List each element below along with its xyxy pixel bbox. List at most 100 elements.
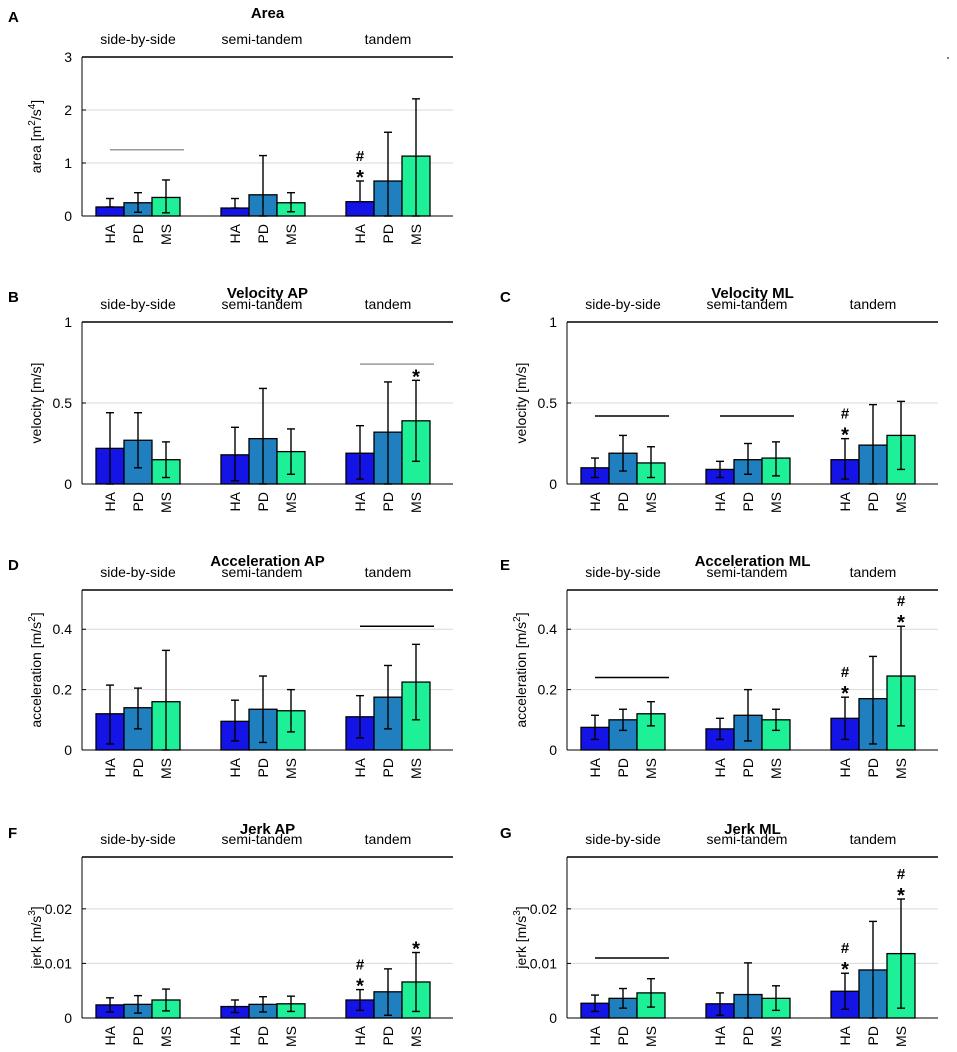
asterisk-marker: * [841,959,849,981]
asterisk-marker: * [897,612,905,634]
y-axis-label-part: acceleration [m/s [28,622,44,728]
category-label: HA [227,757,243,777]
category-label: PD [615,492,631,511]
category-label: HA [352,757,368,777]
y-axis-label-part: jerk [m/s [28,916,44,970]
group-label: semi-tandem [707,296,788,312]
y-tick-label: 0.4 [538,621,558,637]
category-label: PD [255,492,271,511]
panel-title: Acceleration ML [695,553,811,570]
category-label: HA [227,223,243,243]
group-label: semi-tandem [222,296,303,312]
asterisk-marker: * [356,167,364,189]
y-tick-label: 0 [64,208,72,224]
y-tick-label: 0.01 [530,955,557,971]
category-label: MS [408,224,424,245]
y-axis-label: area [m2/s4] [27,100,44,173]
category-label: HA [227,491,243,511]
category-label: HA [227,1025,243,1045]
category-label: MS [408,1026,424,1047]
y-tick-label: 0 [549,742,557,758]
category-label: HA [102,757,118,777]
y-axis-label-part: ] [513,906,529,910]
category-label: PD [130,492,146,511]
category-label: MS [158,224,174,245]
y-tick-label: 0 [64,1010,72,1026]
category-label: PD [740,492,756,511]
asterisk-marker: * [841,683,849,705]
panel-b: B Velocity AP side-by-side semi-tandem tande… [8,285,453,513]
category-label: PD [865,1026,881,1045]
y-axis-label-part: area [m [28,126,44,173]
y-axis-label: jerk [m/s3] [512,906,529,969]
group-label: tandem [850,831,897,847]
panel-letter: G [500,825,512,842]
y-axis-label: velocity [m/s] [513,363,529,444]
category-label: HA [837,757,853,777]
category-label: MS [893,492,909,513]
panel-d: D Acceleration AP side-by-side semi-tandem t… [8,553,453,779]
group-label: side-by-side [585,831,661,847]
category-label: HA [837,491,853,511]
category-label: PD [615,1026,631,1045]
category-label: HA [712,757,728,777]
category-label: HA [352,1025,368,1045]
y-tick-label: 0.2 [538,682,558,698]
asterisk-marker: * [356,976,364,998]
group-label: side-by-side [100,831,176,847]
y-axis-label: acceleration [m/s2] [27,612,44,727]
panel-letter: A [8,9,19,26]
y-tick-label: 0 [549,1010,557,1026]
hash-marker: # [841,940,850,957]
asterisk-marker: * [841,425,849,447]
y-tick-label: 0.5 [538,395,558,411]
bar-ha [345,201,375,217]
category-label: HA [102,223,118,243]
category-label: HA [352,491,368,511]
asterisk-marker: * [897,885,905,907]
y-tick-label: 0.02 [530,901,557,917]
y-axis-label-superscript: 2 [27,120,38,126]
category-label: PD [130,1026,146,1045]
group-label: semi-tandem [707,831,788,847]
panel-c: C Velocity ML side-by-side semi-tandem tande… [500,285,938,513]
y-tick-label: 0 [549,476,557,492]
y-axis-label-part: /s [28,109,44,120]
category-label: PD [255,1026,271,1045]
y-axis-label-superscript: 4 [27,103,38,109]
panel-title: Jerk ML [724,821,781,838]
hash-marker: # [897,593,906,610]
panel-title: Velocity ML [711,285,794,302]
category-label: HA [587,1025,603,1045]
category-label: MS [408,758,424,779]
category-label: MS [283,1026,299,1047]
group-label: tandem [365,31,412,47]
y-axis-label-superscript: 3 [27,910,38,916]
category-label: MS [158,758,174,779]
category-label: MS [408,492,424,513]
hash-marker: # [841,406,850,423]
bar-ha [95,206,125,217]
y-tick-label: 1 [549,314,557,330]
category-label: PD [740,1026,756,1045]
category-label: HA [102,491,118,511]
group-label: semi-tandem [222,831,303,847]
hash-marker: # [356,957,365,974]
category-label: HA [352,223,368,243]
category-label: PD [255,224,271,243]
category-label: PD [380,492,396,511]
panel-f: F Jerk AP side-by-side semi-tandem tandem 0 0.… [8,821,453,1047]
category-label: PD [380,224,396,243]
category-label: MS [893,758,909,779]
panel-letter: E [500,557,510,574]
y-tick-label: 0.01 [45,955,72,971]
y-axis-label-part: ] [28,906,44,910]
group-label: tandem [365,296,412,312]
category-label: MS [643,1026,659,1047]
category-label: PD [740,758,756,777]
panel-title: Area [251,5,285,22]
category-label: PD [865,758,881,777]
category-label: MS [158,1026,174,1047]
y-axis-label: jerk [m/s3] [27,906,44,969]
